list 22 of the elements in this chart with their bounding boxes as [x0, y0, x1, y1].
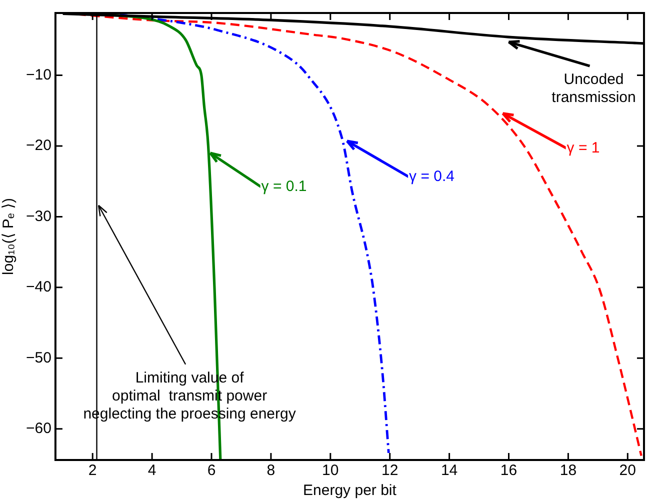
y-tick-label: −10: [26, 66, 52, 84]
y-tick-label: −40: [26, 278, 52, 296]
annotation: γ = 1: [566, 140, 600, 157]
y-tick-label: −50: [26, 349, 52, 366]
x-tick-label: 6: [207, 462, 216, 480]
x-tick-label: 12: [382, 462, 398, 480]
x-tick-label: 10: [322, 462, 339, 480]
y-tick-label: −60: [26, 420, 52, 438]
y-axis-title: log₁₀(⟨ Pₑ ⟩): [0, 198, 18, 275]
x-tick-label: 16: [500, 462, 518, 480]
y-tick-label: −20: [26, 137, 52, 154]
y-tick-label: −30: [26, 208, 52, 225]
annotation: γ = 0.4: [409, 168, 454, 186]
x-tick-label: 8: [266, 462, 276, 480]
annotation: γ = 0.1: [261, 178, 307, 196]
x-tick-label: 18: [560, 462, 577, 480]
x-tick-label: 4: [148, 462, 156, 480]
x-tick-label: 14: [440, 462, 458, 480]
x-axis-title: Energy per bit: [303, 482, 398, 500]
x-tick-label: 2: [88, 462, 97, 480]
x-tick-label: 20: [619, 462, 636, 480]
annotation: Uncoded transmission: [552, 71, 636, 106]
